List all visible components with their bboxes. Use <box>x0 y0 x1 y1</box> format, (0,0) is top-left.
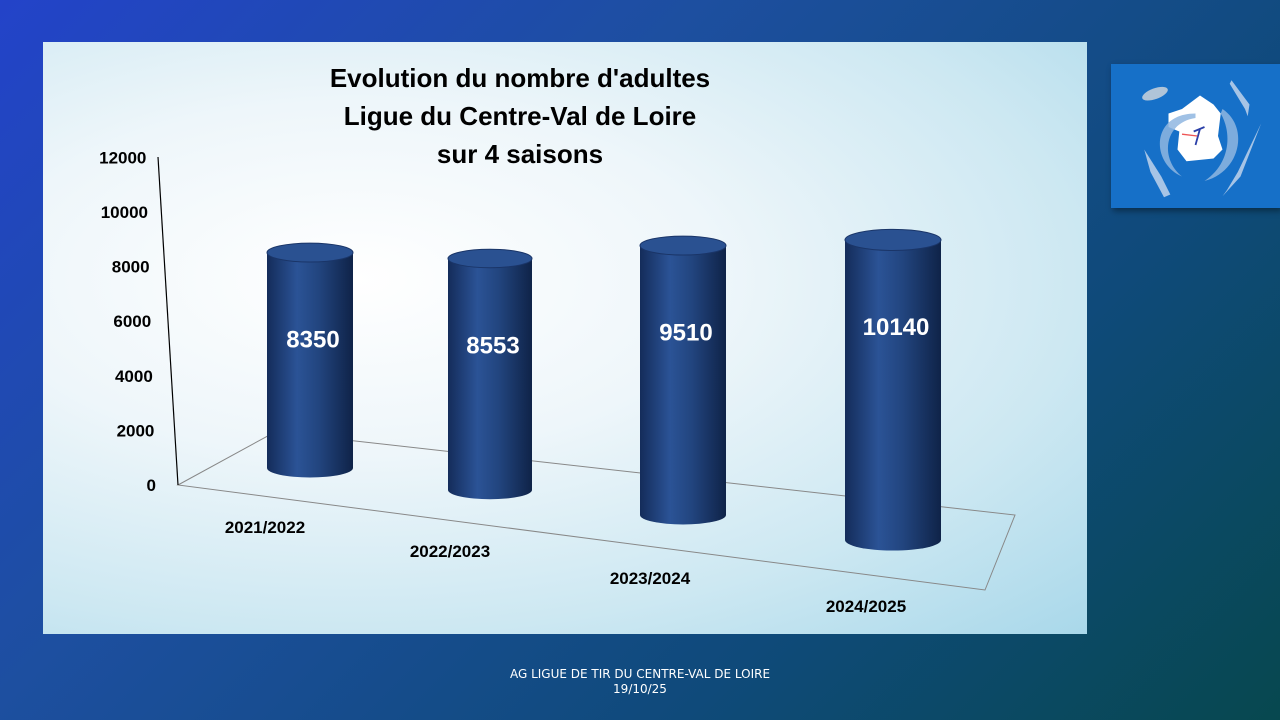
bar-top <box>266 242 354 263</box>
bar-top <box>639 235 727 256</box>
data-label: 8553 <box>466 333 519 360</box>
bar-top <box>447 248 533 269</box>
chart-floor <box>176 431 1016 591</box>
y-tick-label: 0 <box>147 476 156 495</box>
y-tick-label: 10000 <box>101 203 148 222</box>
title-line-3: sur 4 saisons <box>437 139 603 169</box>
title-line-1: Evolution du nombre d'adultes <box>330 63 710 93</box>
bar-body <box>267 252 353 478</box>
bar-0: 8350 <box>266 242 354 478</box>
category-label: 2022/2023 <box>410 542 490 561</box>
bar-2: 9510 <box>639 235 727 525</box>
chart-title: Evolution du nombre d'adultes Ligue du C… <box>330 63 710 169</box>
bar-body <box>448 258 532 500</box>
bar-top <box>844 228 942 251</box>
y-tick-labels: 0 2000 4000 6000 8000 10000 12000 <box>99 148 156 495</box>
category-labels: 2021/2022 2022/2023 2023/2024 2024/2025 <box>225 518 906 616</box>
footer-date: 19/10/25 <box>613 682 667 696</box>
bar-body <box>845 239 941 551</box>
title-line-2: Ligue du Centre-Val de Loire <box>344 101 697 131</box>
y-tick-label: 12000 <box>99 148 146 167</box>
chart: Evolution du nombre d'adultes Ligue du C… <box>99 63 1016 616</box>
y-axis <box>157 156 179 486</box>
y-tick-label: 4000 <box>115 367 153 386</box>
data-label: 8350 <box>286 327 339 354</box>
y-tick-label: 8000 <box>112 258 150 277</box>
ligue-logo <box>1111 64 1280 208</box>
logo-icon <box>1142 80 1262 198</box>
data-label: 9510 <box>659 320 712 347</box>
category-label: 2021/2022 <box>225 518 305 537</box>
bar-1: 8553 <box>447 248 533 500</box>
data-label: 10140 <box>863 314 930 341</box>
y-tick-label: 6000 <box>113 312 151 331</box>
y-tick-label: 2000 <box>117 421 155 440</box>
bar-3: 10140 <box>844 228 942 551</box>
bars: 8350 8553 9510 10140 <box>266 228 942 551</box>
footer: AG LIGUE DE TIR DU CENTRE-VAL DE LOIRE 1… <box>0 667 1280 697</box>
bar-body <box>640 245 726 525</box>
footer-title: AG LIGUE DE TIR DU CENTRE-VAL DE LOIRE <box>509 667 771 681</box>
category-label: 2023/2024 <box>610 569 691 588</box>
category-label: 2024/2025 <box>826 597 906 616</box>
